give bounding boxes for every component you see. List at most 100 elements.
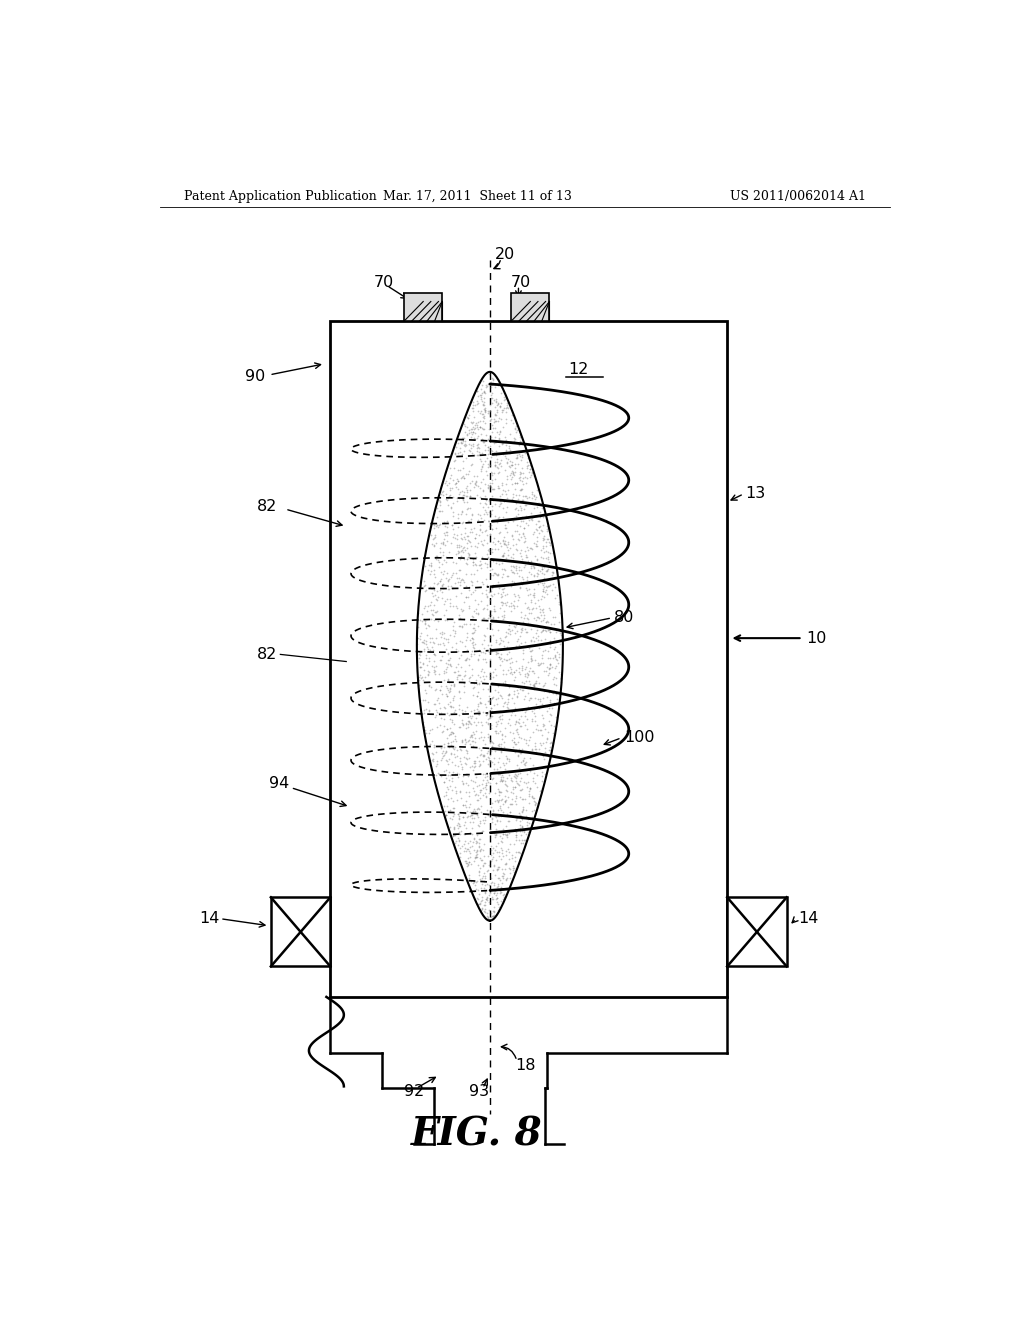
Point <box>454 836 470 857</box>
Point <box>490 429 507 450</box>
Point <box>517 605 534 626</box>
Point <box>486 426 503 447</box>
Point <box>492 756 508 777</box>
Point <box>496 564 512 585</box>
Point <box>485 747 502 768</box>
Point <box>542 525 558 546</box>
Point <box>521 660 538 681</box>
Point <box>483 374 500 395</box>
Point <box>545 573 561 594</box>
Point <box>546 725 562 746</box>
Point <box>459 800 475 821</box>
Point <box>494 536 510 557</box>
Point <box>487 444 504 465</box>
Point <box>513 743 529 764</box>
Point <box>436 760 453 781</box>
Point <box>471 865 487 886</box>
Point <box>465 677 481 698</box>
Point <box>513 779 529 800</box>
Point <box>536 537 552 558</box>
Point <box>520 690 537 711</box>
Point <box>518 598 535 619</box>
Point <box>514 479 530 500</box>
Point <box>500 692 516 713</box>
Point <box>511 557 527 578</box>
Point <box>513 545 529 566</box>
Point <box>488 887 505 908</box>
Point <box>467 874 483 895</box>
Point <box>529 688 546 709</box>
Point <box>496 491 512 512</box>
Point <box>483 372 500 393</box>
Point <box>445 450 462 471</box>
Point <box>458 772 474 793</box>
Point <box>442 677 459 698</box>
Point <box>451 605 467 626</box>
Point <box>484 900 501 921</box>
Point <box>471 644 487 665</box>
Point <box>497 791 513 812</box>
Point <box>480 690 497 711</box>
Point <box>477 902 494 923</box>
Point <box>478 503 495 524</box>
Point <box>412 624 428 645</box>
Text: Patent Application Publication: Patent Application Publication <box>183 190 376 202</box>
Point <box>508 809 524 830</box>
Point <box>443 675 460 696</box>
Point <box>513 706 529 727</box>
Point <box>460 499 476 520</box>
Point <box>510 764 526 785</box>
Point <box>467 731 483 752</box>
Point <box>486 433 503 454</box>
Point <box>462 822 478 843</box>
Point <box>487 824 504 845</box>
Point <box>464 442 480 463</box>
Point <box>521 671 538 692</box>
Point <box>512 805 528 826</box>
Point <box>495 593 511 614</box>
Point <box>450 540 466 561</box>
Point <box>510 676 526 697</box>
Point <box>548 622 564 643</box>
Point <box>483 840 500 861</box>
Point <box>518 486 535 507</box>
Point <box>527 672 544 693</box>
Point <box>488 759 505 780</box>
Point <box>527 533 544 554</box>
Point <box>516 830 532 851</box>
Point <box>459 482 475 503</box>
Point <box>437 535 454 556</box>
Point <box>520 652 537 673</box>
Point <box>435 533 452 554</box>
Point <box>535 529 551 550</box>
Point <box>501 442 517 463</box>
Point <box>469 775 485 796</box>
Point <box>526 484 543 506</box>
Point <box>467 422 483 444</box>
Point <box>524 510 541 531</box>
Point <box>418 682 434 704</box>
Point <box>489 582 506 603</box>
Point <box>450 669 466 690</box>
Point <box>461 840 477 861</box>
Point <box>526 791 543 812</box>
Point <box>494 768 510 789</box>
Point <box>497 758 513 779</box>
Point <box>458 739 474 760</box>
Point <box>476 630 493 651</box>
Point <box>482 581 499 602</box>
Point <box>519 664 536 685</box>
Point <box>504 405 520 426</box>
Point <box>473 471 489 492</box>
Point <box>436 610 453 631</box>
Point <box>456 834 472 855</box>
Point <box>490 553 507 574</box>
Point <box>444 469 461 490</box>
Point <box>553 672 569 693</box>
Point <box>482 661 499 682</box>
Point <box>504 525 520 546</box>
Point <box>545 562 561 583</box>
Point <box>510 744 526 766</box>
Point <box>461 851 477 873</box>
Point <box>452 631 468 652</box>
